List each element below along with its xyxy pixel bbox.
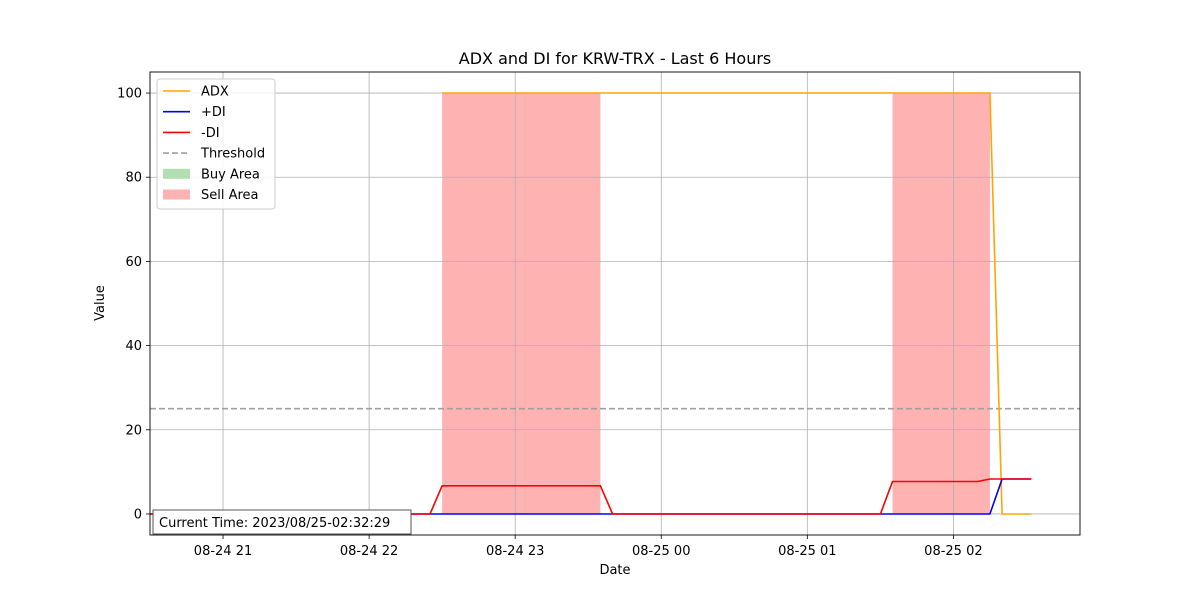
y-tick-label: 60 [125, 255, 142, 270]
legend-label: +DI [201, 105, 226, 120]
x-tick-label: 08-25 02 [924, 544, 982, 559]
y-axis-label: Value [93, 285, 108, 321]
x-tick-label: 08-25 00 [632, 544, 690, 559]
series-line-adx [442, 92, 1032, 515]
x-tick-label: 08-24 22 [340, 544, 398, 559]
x-axis-label: Date [599, 563, 630, 578]
chart-title: ADX and DI for KRW-TRX - Last 6 Hours [459, 49, 772, 68]
series-line-minus-di [150, 478, 1032, 515]
plot-frame [149, 71, 1081, 536]
legend-swatch [163, 168, 190, 179]
legend-label: Sell Area [201, 188, 259, 203]
y-tick-label: 100 [117, 87, 142, 102]
y-tick-label: 0 [134, 507, 142, 522]
y-tick-label: 40 [125, 339, 142, 354]
current-time-box [152, 509, 412, 535]
legend-label: Threshold [200, 147, 265, 162]
sell-area-band [442, 93, 601, 514]
legend: ADX +DI -DI Threshold Buy Area Sell Area [156, 78, 276, 210]
x-tick-label: 08-24 23 [486, 544, 544, 559]
current-time-text: Current Time: 2023/08/25-02:32:29 [159, 516, 390, 531]
legend-label: -DI [201, 126, 220, 141]
legend-swatch [163, 189, 190, 200]
x-tick-label: 08-25 01 [778, 544, 836, 559]
sell-area-band [892, 93, 990, 514]
legend-label: Buy Area [201, 167, 260, 182]
x-tick-label: 08-24 21 [194, 544, 252, 559]
plot-area: 08-24 21 08-24 22 08-24 23 08-25 00 08-25 01… [117, 71, 1081, 559]
legend-label: ADX [201, 85, 229, 100]
y-tick-label: 20 [125, 423, 142, 438]
y-tick-label: 80 [125, 171, 142, 186]
